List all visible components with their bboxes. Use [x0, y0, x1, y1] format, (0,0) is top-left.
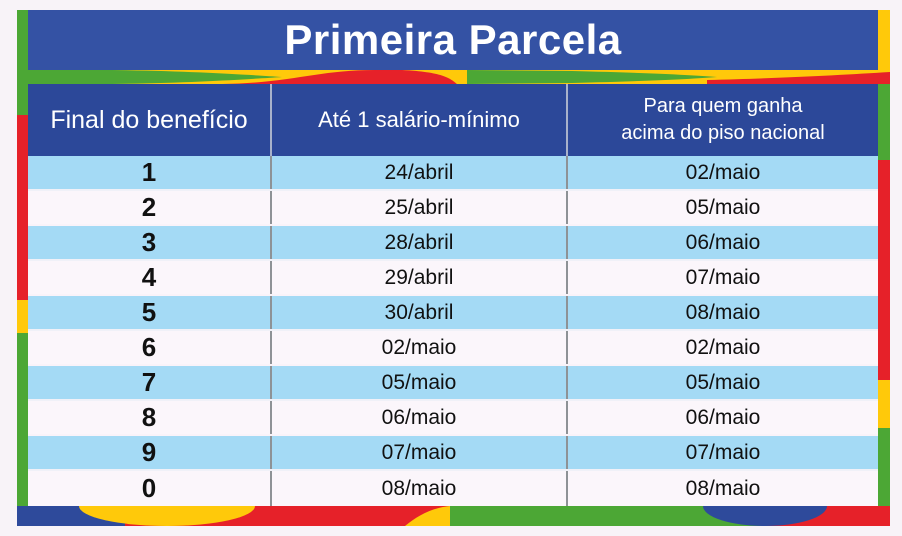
cell-acima: 05/maio: [685, 370, 761, 394]
cell-digit: 9: [28, 436, 272, 469]
table-row: 4 29/abril 07/maio: [28, 261, 878, 296]
bottom-border-decoration: [17, 506, 890, 526]
cell-acima: 07/maio: [685, 265, 761, 289]
table-header: Final do benefício Até 1 salário-mínimo …: [28, 84, 878, 156]
table-body: 1 24/abril 02/maio 2 25/abril 05/maio 3 …: [28, 156, 878, 506]
table-row: 9 07/maio 07/maio: [28, 436, 878, 471]
cell-ate: 07/maio: [272, 436, 568, 469]
cell-ate: 05/maio: [272, 366, 568, 399]
infographic-card: Primeira Parcela Final do benefício Até …: [17, 10, 890, 526]
cell-ate: 06/maio: [272, 401, 568, 434]
table-row: 1 24/abril 02/maio: [28, 156, 878, 191]
cell-ate: 28/abril: [272, 226, 568, 259]
header-ate-1-salario-minimo: Até 1 salário-mínimo: [272, 84, 568, 156]
table-row: 2 25/abril 05/maio: [28, 191, 878, 226]
cell-digit: 1: [28, 156, 272, 189]
cell-ate: 30/abril: [272, 296, 568, 329]
cell-acima: 08/maio: [685, 476, 761, 500]
wave-divider-decoration: [17, 70, 890, 84]
cell-acima: 05/maio: [685, 195, 761, 219]
cell-acima: 02/maio: [685, 335, 761, 359]
cell-ate: 25/abril: [272, 191, 568, 224]
header-acima-piso-nacional: Para quem ganha acima do piso nacional: [568, 84, 878, 156]
cell-digit: 5: [28, 296, 272, 329]
cell-ate: 02/maio: [272, 331, 568, 364]
cell-ate: 24/abril: [272, 156, 568, 189]
page-title: Primeira Parcela: [284, 16, 622, 63]
table-row: 5 30/abril 08/maio: [28, 296, 878, 331]
cell-acima: 07/maio: [685, 440, 761, 464]
table-row: 0 08/maio 08/maio: [28, 471, 878, 506]
cell-digit: 7: [28, 366, 272, 399]
cell-acima: 06/maio: [685, 405, 761, 429]
cell-digit: 3: [28, 226, 272, 259]
table-row: 7 05/maio 05/maio: [28, 366, 878, 401]
header-final-do-beneficio: Final do benefício: [28, 84, 272, 156]
cell-digit: 2: [28, 191, 272, 224]
cell-digit: 6: [28, 331, 272, 364]
cell-acima: 02/maio: [685, 160, 761, 184]
cell-acima: 08/maio: [685, 300, 761, 324]
cell-ate: 08/maio: [272, 471, 568, 506]
table-row: 6 02/maio 02/maio: [28, 331, 878, 366]
cell-digit: 4: [28, 261, 272, 294]
cell-digit: 0: [28, 471, 272, 506]
title-banner: Primeira Parcela: [28, 10, 878, 70]
right-border-decoration: [878, 10, 890, 506]
cell-ate: 29/abril: [272, 261, 568, 294]
table-row: 3 28/abril 06/maio: [28, 226, 878, 261]
header-acima-line2: acima do piso nacional: [621, 122, 825, 144]
cell-digit: 8: [28, 401, 272, 434]
left-border-decoration: [17, 10, 28, 506]
cell-acima: 06/maio: [685, 230, 761, 254]
header-acima-line1: Para quem ganha: [643, 95, 803, 117]
table-row: 8 06/maio 06/maio: [28, 401, 878, 436]
